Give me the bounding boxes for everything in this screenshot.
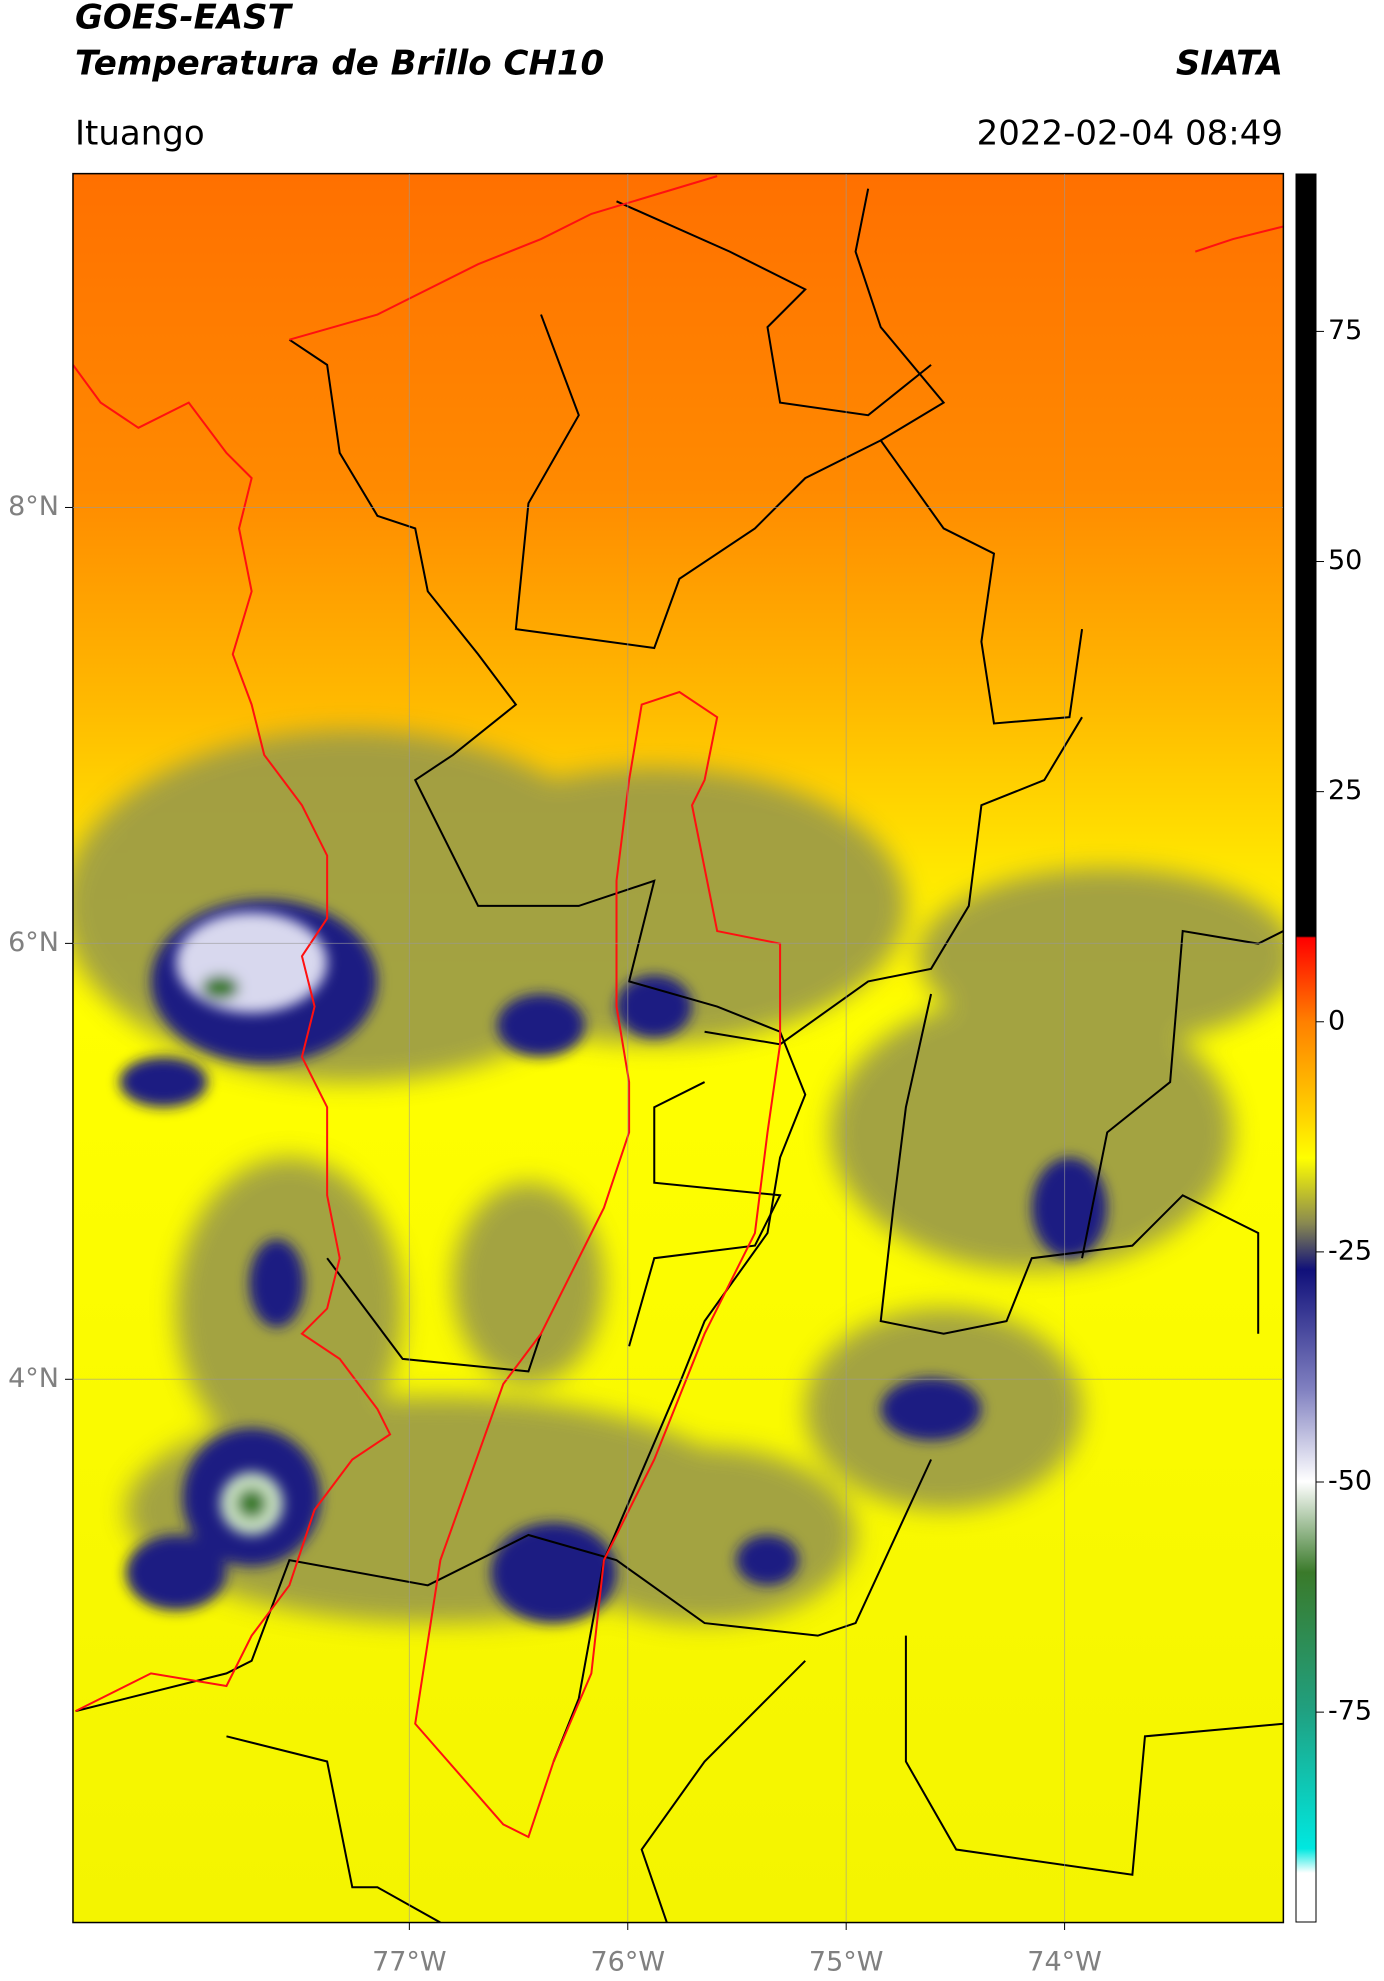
lon-label: 75°W: [809, 1947, 884, 1978]
lon-label: 74°W: [1027, 1947, 1102, 1978]
title: GOES-EAST: [75, 0, 294, 38]
map: [72, 172, 1285, 1924]
lat-label: 8°N: [8, 491, 59, 522]
colorbar-label: 75: [1328, 315, 1362, 346]
datetime: 2022-02-04 08:49: [977, 114, 1283, 154]
map-image: [72, 173, 1284, 1923]
lat-label: 4°N: [8, 1363, 59, 1394]
colorbar: [1295, 173, 1317, 1923]
colorbar-label: 25: [1328, 775, 1362, 806]
lon-label: 77°W: [372, 1947, 447, 1978]
subtitle: Temperatura de Brillo CH10: [75, 44, 604, 84]
colorbar-label: 50: [1328, 545, 1362, 576]
location: Ituango: [75, 114, 205, 154]
colorbar-label: -25: [1328, 1235, 1372, 1266]
colorbar-label: 0: [1328, 1005, 1345, 1036]
source: SIATA: [1176, 44, 1283, 84]
colorbar-label: -75: [1328, 1696, 1372, 1727]
lon-label: 76°W: [590, 1947, 665, 1978]
colorbar-label: -50: [1328, 1466, 1372, 1497]
lat-label: 6°N: [8, 927, 59, 958]
